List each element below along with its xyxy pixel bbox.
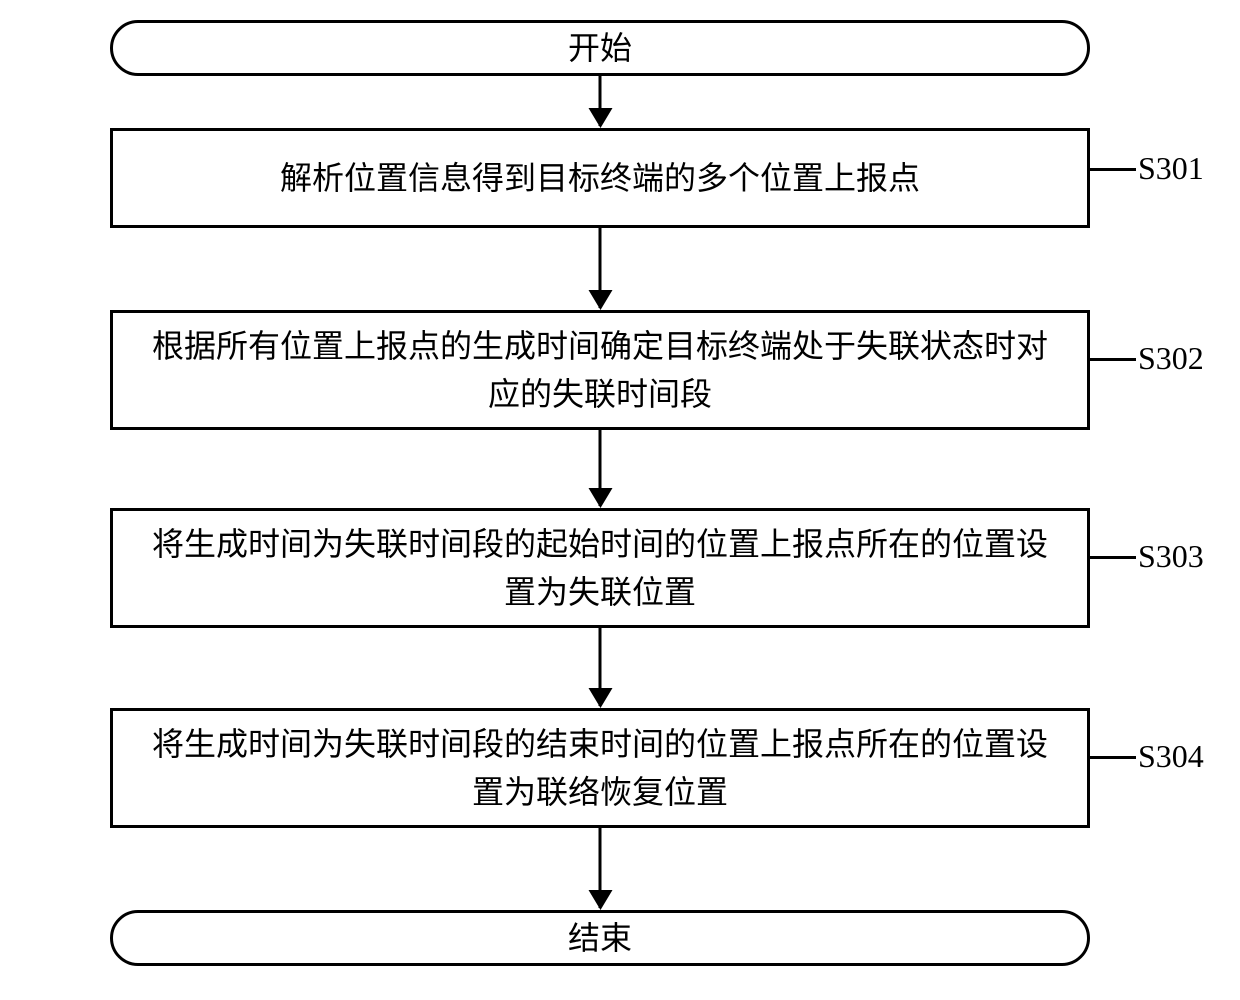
step-label-s302: S302: [1138, 340, 1204, 377]
arrow-s303-s304: [599, 628, 602, 706]
s303-text: 将生成时间为失联时间段的起始时间的位置上报点所在的位置设置为失联位置: [143, 520, 1057, 616]
process-s304: 将生成时间为失联时间段的结束时间的位置上报点所在的位置设置为联络恢复位置: [110, 708, 1090, 828]
step-label-s304: S304: [1138, 738, 1204, 775]
process-s301: 解析位置信息得到目标终端的多个位置上报点: [110, 128, 1090, 228]
arrow-s301-s302: [599, 228, 602, 308]
s302-text: 根据所有位置上报点的生成时间确定目标终端处于失联状态时对应的失联时间段: [143, 322, 1057, 418]
s301-text: 解析位置信息得到目标终端的多个位置上报点: [280, 154, 920, 202]
end-node: 结束: [110, 910, 1090, 966]
s304-text: 将生成时间为失联时间段的结束时间的位置上报点所在的位置设置为联络恢复位置: [143, 720, 1057, 816]
connector-s304: [1090, 756, 1136, 759]
connector-s303: [1090, 556, 1136, 559]
process-s302: 根据所有位置上报点的生成时间确定目标终端处于失联状态时对应的失联时间段: [110, 310, 1090, 430]
step-label-s301: S301: [1138, 150, 1204, 187]
process-s303: 将生成时间为失联时间段的起始时间的位置上报点所在的位置设置为失联位置: [110, 508, 1090, 628]
connector-s302: [1090, 358, 1136, 361]
flowchart-container: 开始 解析位置信息得到目标终端的多个位置上报点 S301 根据所有位置上报点的生…: [20, 20, 1220, 980]
step-label-s303: S303: [1138, 538, 1204, 575]
start-node: 开始: [110, 20, 1090, 76]
start-label: 开始: [568, 24, 632, 72]
connector-s301: [1090, 168, 1136, 171]
arrow-start-s301: [599, 76, 602, 126]
end-label: 结束: [568, 914, 632, 962]
arrow-s302-s303: [599, 430, 602, 506]
arrow-s304-end: [599, 828, 602, 908]
